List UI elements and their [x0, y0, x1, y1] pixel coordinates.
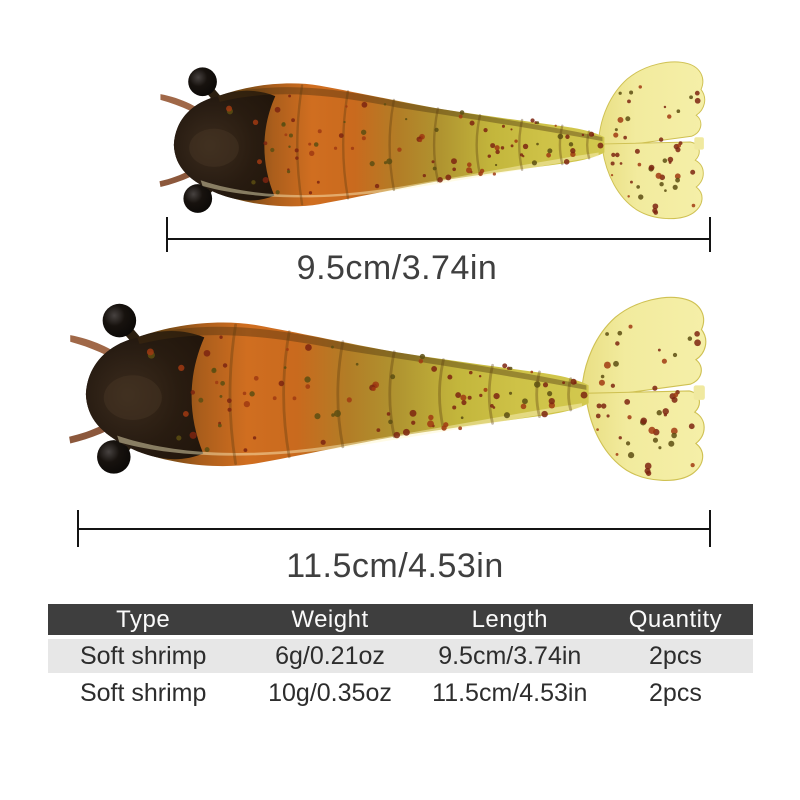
spec-table: Type Weight Length Quantity Soft shrimp …: [48, 604, 753, 713]
table-row: Soft shrimp 10g/0.35oz 11.5cm/4.53in 2pc…: [48, 673, 753, 713]
dimension-tick-right: [709, 217, 711, 252]
column-header-type: Type: [116, 605, 171, 633]
cell-length: 11.5cm/4.53in: [432, 678, 588, 707]
spec-table-header: Type Weight Length Quantity: [48, 604, 753, 635]
shrimp-lure-image-small: [158, 54, 714, 231]
dimension-tick-right: [709, 510, 711, 547]
shrimp-lure-image-large: [68, 288, 716, 495]
dimension-rule: [78, 528, 710, 530]
cell-quantity: 2pcs: [649, 678, 702, 707]
dimension-label-small: 9.5cm/3.74in: [296, 249, 498, 287]
dimension-label-large: 11.5cm/4.53in: [286, 547, 504, 585]
cell-weight: 10g/0.35oz: [268, 678, 392, 707]
table-row: Soft shrimp 6g/0.21oz 9.5cm/3.74in 2pcs: [48, 639, 753, 673]
cell-quantity: 2pcs: [649, 641, 702, 670]
cell-length: 9.5cm/3.74in: [438, 641, 582, 670]
column-header-length: Length: [471, 605, 548, 633]
column-header-quantity: Quantity: [628, 605, 723, 633]
column-header-weight: Weight: [291, 605, 369, 633]
dimension-tick-left: [166, 217, 168, 252]
cell-type: Soft shrimp: [79, 678, 207, 707]
table-row-gap: [48, 635, 753, 639]
dimension-rule: [167, 238, 710, 240]
cell-type: Soft shrimp: [79, 641, 207, 670]
cell-weight: 6g/0.21oz: [275, 641, 385, 670]
